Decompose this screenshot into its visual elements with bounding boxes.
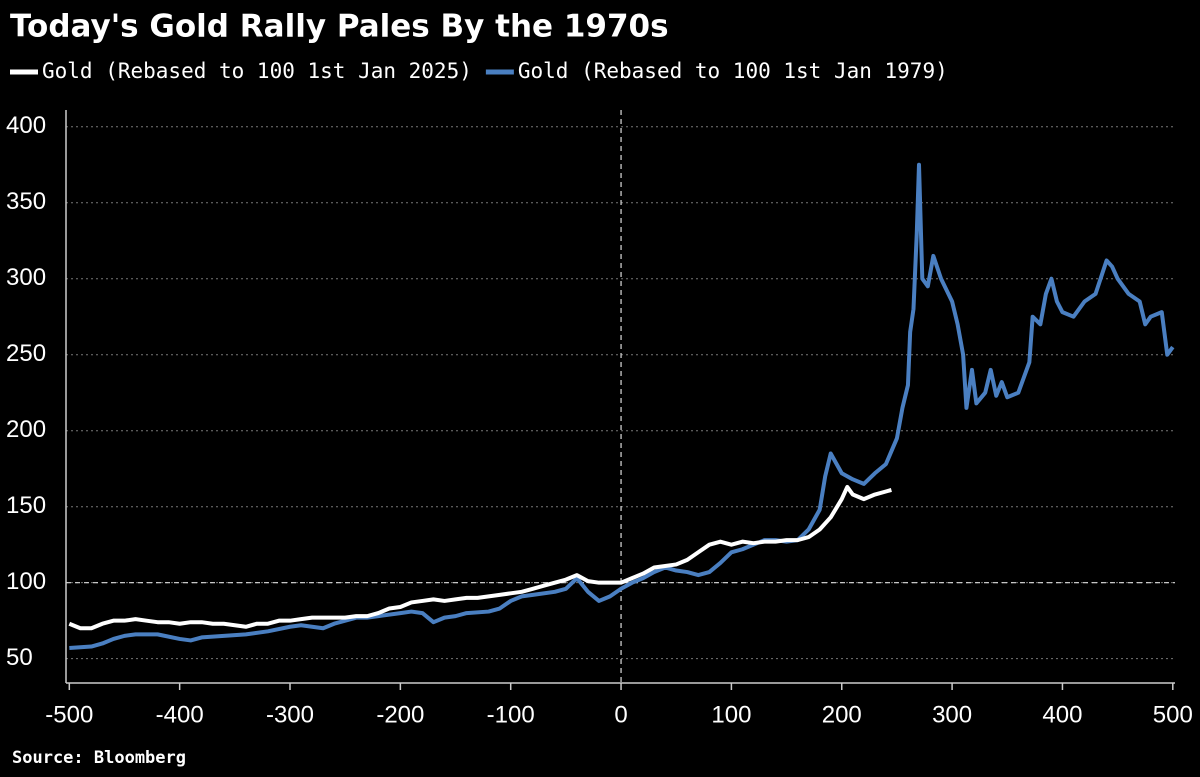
y-tick-label: 300 <box>6 264 46 291</box>
source: Source: Bloomberg <box>12 748 186 768</box>
x-tick-label: 500 <box>1153 701 1193 728</box>
x-tick-label: 0 <box>614 701 627 728</box>
x-tick-label: 400 <box>1042 701 1082 728</box>
x-tick-label: -300 <box>266 701 314 728</box>
chart-title: Today's Gold Rally Pales By the 1970s <box>10 9 669 45</box>
x-tick-label: 200 <box>822 701 862 728</box>
x-tick-label: -500 <box>45 701 93 728</box>
y-tick-label: 50 <box>6 644 33 671</box>
y-tick-label: 400 <box>6 112 46 139</box>
x-tick-label: -200 <box>376 701 424 728</box>
x-tick-label: 100 <box>711 701 751 728</box>
y-tick-label: 250 <box>6 340 46 367</box>
x-tick-label: -100 <box>487 701 535 728</box>
x-tick-label: 300 <box>932 701 972 728</box>
y-tick-label: 100 <box>6 568 46 595</box>
y-tick-label: 350 <box>6 188 46 215</box>
legend-label: Gold (Rebased to 100 1st Jan 1979) <box>518 59 948 83</box>
y-tick-label: 150 <box>6 492 46 519</box>
x-tick-label: -400 <box>156 701 204 728</box>
y-tick-label: 200 <box>6 416 46 443</box>
legend-label: Gold (Rebased to 100 1st Jan 2025) <box>42 59 472 83</box>
series-line <box>68 484 892 631</box>
